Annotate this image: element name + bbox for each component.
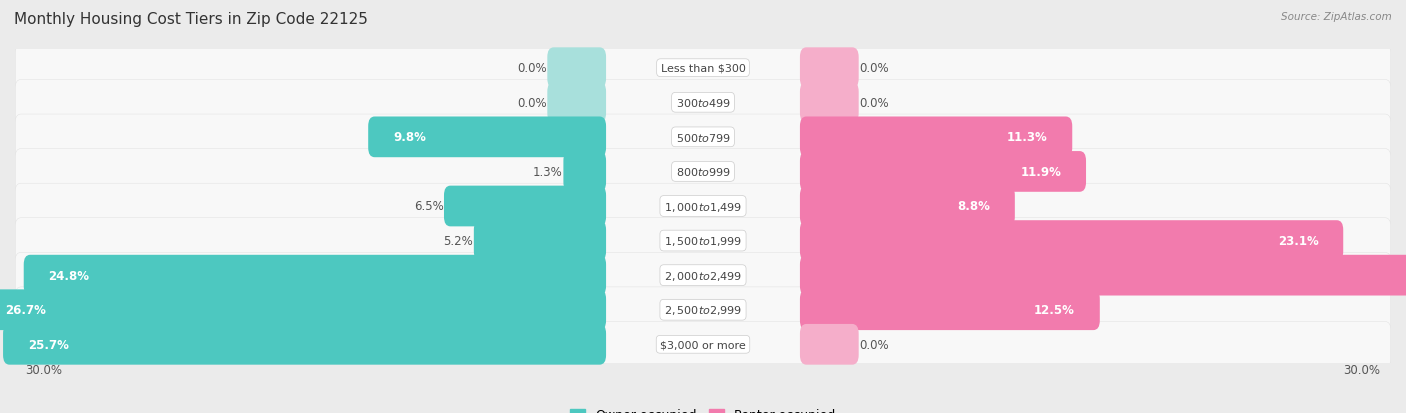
FancyBboxPatch shape [800, 255, 1406, 296]
FancyBboxPatch shape [800, 290, 1099, 330]
Text: 11.9%: 11.9% [1021, 166, 1062, 178]
FancyBboxPatch shape [15, 322, 1391, 367]
FancyBboxPatch shape [368, 117, 606, 158]
Text: 0.0%: 0.0% [517, 62, 547, 75]
Text: 24.8%: 24.8% [48, 269, 90, 282]
Text: 11.3%: 11.3% [1007, 131, 1047, 144]
Text: Monthly Housing Cost Tiers in Zip Code 22125: Monthly Housing Cost Tiers in Zip Code 2… [14, 12, 368, 27]
FancyBboxPatch shape [15, 80, 1391, 126]
FancyBboxPatch shape [3, 324, 606, 365]
Text: $1,500 to $1,999: $1,500 to $1,999 [664, 235, 742, 247]
Text: 0.0%: 0.0% [859, 338, 889, 351]
FancyBboxPatch shape [800, 324, 859, 365]
FancyBboxPatch shape [800, 221, 1343, 261]
Text: 8.8%: 8.8% [957, 200, 990, 213]
FancyBboxPatch shape [547, 48, 606, 89]
Text: 0.0%: 0.0% [859, 97, 889, 109]
FancyBboxPatch shape [0, 290, 606, 330]
Text: Source: ZipAtlas.com: Source: ZipAtlas.com [1281, 12, 1392, 22]
Text: 6.5%: 6.5% [413, 200, 443, 213]
Text: 9.8%: 9.8% [392, 131, 426, 144]
Text: $2,500 to $2,999: $2,500 to $2,999 [664, 304, 742, 316]
FancyBboxPatch shape [15, 253, 1391, 298]
Text: 23.1%: 23.1% [1278, 235, 1319, 247]
FancyBboxPatch shape [15, 46, 1391, 91]
Text: 0.0%: 0.0% [517, 97, 547, 109]
Text: $3,000 or more: $3,000 or more [661, 339, 745, 349]
Text: 26.7%: 26.7% [4, 304, 46, 316]
Text: $2,000 to $2,499: $2,000 to $2,499 [664, 269, 742, 282]
Legend: Owner-occupied, Renter-occupied: Owner-occupied, Renter-occupied [565, 404, 841, 413]
Text: 30.0%: 30.0% [25, 363, 62, 376]
Text: $1,000 to $1,499: $1,000 to $1,499 [664, 200, 742, 213]
Text: $500 to $799: $500 to $799 [675, 131, 731, 143]
Text: 5.2%: 5.2% [444, 235, 474, 247]
FancyBboxPatch shape [800, 186, 1015, 227]
Text: Less than $300: Less than $300 [661, 64, 745, 74]
FancyBboxPatch shape [15, 115, 1391, 160]
FancyBboxPatch shape [800, 83, 859, 123]
FancyBboxPatch shape [474, 221, 606, 261]
Text: 25.7%: 25.7% [28, 338, 69, 351]
FancyBboxPatch shape [15, 218, 1391, 264]
FancyBboxPatch shape [800, 152, 1085, 192]
FancyBboxPatch shape [15, 149, 1391, 195]
FancyBboxPatch shape [800, 117, 1073, 158]
Text: 12.5%: 12.5% [1035, 304, 1076, 316]
FancyBboxPatch shape [564, 152, 606, 192]
Text: 0.0%: 0.0% [859, 62, 889, 75]
Text: 1.3%: 1.3% [533, 166, 562, 178]
FancyBboxPatch shape [24, 255, 606, 296]
FancyBboxPatch shape [15, 287, 1391, 333]
FancyBboxPatch shape [800, 48, 859, 89]
Text: $300 to $499: $300 to $499 [675, 97, 731, 109]
FancyBboxPatch shape [444, 186, 606, 227]
FancyBboxPatch shape [547, 83, 606, 123]
Text: $800 to $999: $800 to $999 [675, 166, 731, 178]
Text: 30.0%: 30.0% [1344, 363, 1381, 376]
FancyBboxPatch shape [15, 184, 1391, 229]
